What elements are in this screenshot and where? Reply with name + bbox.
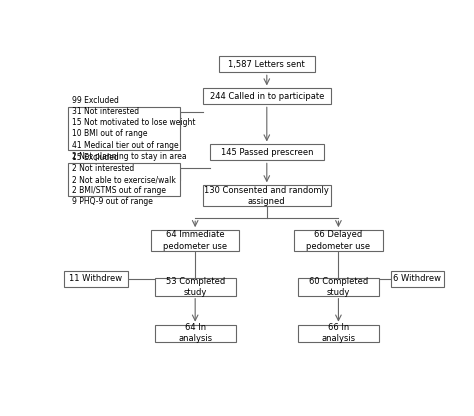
Text: 11 Withdrew: 11 Withdrew [69,275,123,283]
FancyBboxPatch shape [219,56,315,72]
FancyBboxPatch shape [67,163,180,196]
Text: 1,587 Letters sent: 1,587 Letters sent [228,60,305,69]
Text: 64 In
analysis: 64 In analysis [178,323,212,344]
Text: 64 Immediate
pedometer use: 64 Immediate pedometer use [163,230,227,250]
FancyBboxPatch shape [64,271,128,287]
FancyBboxPatch shape [155,278,236,296]
Text: 6 Withdrew: 6 Withdrew [393,275,441,283]
FancyBboxPatch shape [202,185,331,206]
FancyBboxPatch shape [202,88,331,104]
Text: 53 Completed
study: 53 Completed study [165,277,225,297]
Text: 99 Excluded
31 Not interested
15 Not motivated to lose weight
10 BMI out of rang: 99 Excluded 31 Not interested 15 Not mot… [72,96,195,161]
FancyBboxPatch shape [298,324,379,342]
Text: 130 Consented and randomly
assigned: 130 Consented and randomly assigned [204,186,329,206]
FancyBboxPatch shape [294,230,383,251]
Text: 60 Completed
study: 60 Completed study [309,277,368,297]
Text: 66 In
analysis: 66 In analysis [321,323,356,344]
FancyBboxPatch shape [210,144,324,161]
Text: 66 Delayed
pedometer use: 66 Delayed pedometer use [306,230,371,250]
FancyBboxPatch shape [155,324,236,342]
Text: 15 Excluded
2 Not interested
2 Not able to exercise/walk
2 BMI/STMS out of range: 15 Excluded 2 Not interested 2 Not able … [72,153,176,206]
FancyBboxPatch shape [151,230,239,251]
Text: 145 Passed prescreen: 145 Passed prescreen [220,148,313,157]
FancyBboxPatch shape [391,271,444,287]
FancyBboxPatch shape [298,278,379,296]
FancyBboxPatch shape [67,107,180,150]
Text: 244 Called in to participate: 244 Called in to participate [210,92,324,101]
